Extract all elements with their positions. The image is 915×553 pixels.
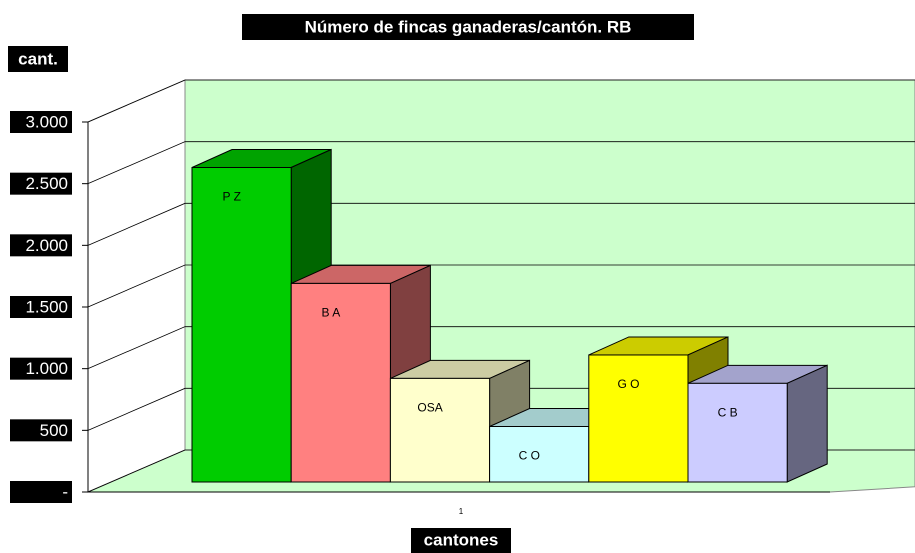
y-tick-background	[10, 296, 72, 318]
y-tick-label: 500	[40, 421, 68, 440]
title-background	[242, 14, 694, 40]
bar-label: C B	[718, 406, 738, 420]
grid-line	[87, 202, 915, 246]
y-tick-label: 1.000	[25, 359, 68, 378]
bar	[489, 426, 590, 483]
y-axis-label: cant.	[18, 49, 58, 68]
y-tick-background	[10, 357, 72, 380]
x-label-background	[411, 528, 511, 553]
bar-side	[786, 364, 828, 483]
x-tick-label: 1	[459, 507, 464, 516]
bar	[191, 167, 292, 483]
x-axis-label: cantones	[424, 530, 499, 549]
y-tick-label: 3.000	[25, 112, 68, 131]
y-tick-label: 2.000	[25, 236, 68, 255]
y-tick-label: -	[62, 482, 68, 501]
bar-label: B A	[322, 306, 341, 320]
y-label-background	[8, 46, 68, 72]
chart-title: Número de fincas ganaderas/cantón. RB	[305, 17, 632, 36]
bar-label: C O	[519, 449, 540, 463]
grid-line	[87, 141, 915, 185]
y-tick-label: 1.500	[25, 297, 68, 316]
bar-label: OSA	[417, 401, 442, 415]
bar	[687, 382, 788, 483]
bar-label: P Z	[222, 190, 240, 204]
grid-line	[87, 79, 915, 123]
bar	[588, 354, 689, 483]
bar-label: G O	[617, 377, 639, 391]
y-tick-background	[10, 111, 72, 133]
grid-line	[87, 326, 915, 370]
bar	[389, 377, 491, 483]
y-tick-background	[10, 419, 72, 442]
grid-line	[87, 264, 915, 308]
y-tick-label: 2.500	[25, 174, 68, 193]
y-tick-background	[10, 172, 72, 195]
y-tick-background	[10, 234, 72, 257]
y-tick-background	[10, 481, 72, 503]
bar	[290, 282, 391, 483]
